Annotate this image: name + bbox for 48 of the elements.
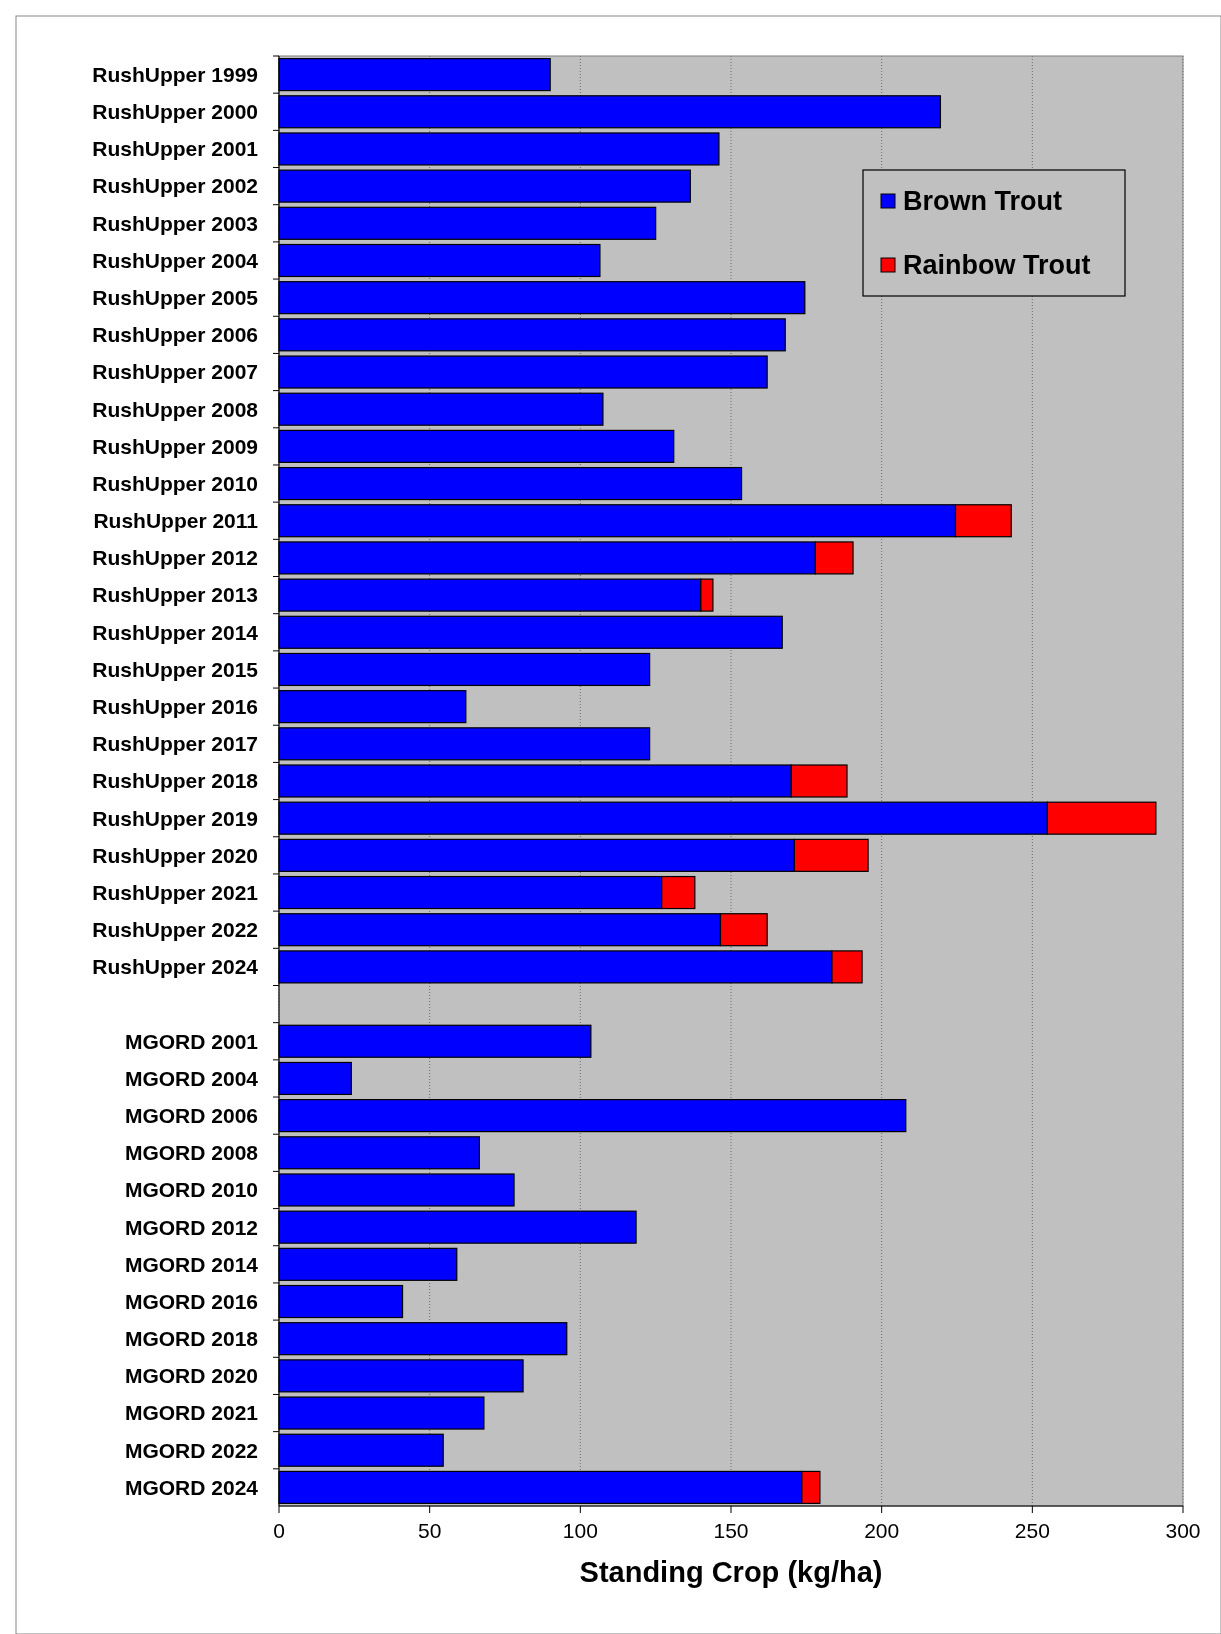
y-tick-label: RushUpper 2020 bbox=[92, 843, 258, 867]
x-tick-label: 100 bbox=[562, 1519, 598, 1542]
x-tick-label: 200 bbox=[864, 1519, 900, 1542]
y-tick-label: RushUpper 2001 bbox=[92, 137, 259, 161]
y-tick-label: RushUpper 2016 bbox=[92, 694, 258, 718]
legend-label: Rainbow Trout bbox=[903, 250, 1091, 281]
y-tick-label: RushUpper 2024 bbox=[92, 955, 259, 979]
y-tick-label: MGORD 2020 bbox=[124, 1364, 258, 1388]
y-tick-label: RushUpper 2002 bbox=[92, 174, 258, 198]
y-tick-label: MGORD 2021 bbox=[124, 1401, 259, 1425]
y-tick-label: MGORD 2001 bbox=[124, 1029, 259, 1053]
x-tick-label: 150 bbox=[713, 1519, 749, 1542]
y-tick-label: RushUpper 2017 bbox=[92, 732, 258, 756]
y-tick-label: RushUpper 2012 bbox=[92, 546, 258, 570]
y-tick-label: RushUpper 2005 bbox=[92, 286, 259, 310]
y-tick-label: MGORD 2010 bbox=[124, 1178, 258, 1202]
x-tick-label: 50 bbox=[417, 1519, 442, 1542]
y-tick-label: RushUpper 2010 bbox=[92, 471, 258, 495]
y-tick-label: RushUpper 1999 bbox=[92, 62, 258, 86]
y-tick-label: MGORD 2024 bbox=[124, 1475, 259, 1499]
y-tick-label: MGORD 2006 bbox=[124, 1103, 258, 1127]
y-tick-label: RushUpper 2008 bbox=[92, 397, 259, 421]
y-tick-label: MGORD 2016 bbox=[124, 1289, 258, 1313]
y-tick-label: MGORD 2014 bbox=[124, 1252, 259, 1276]
x-axis-title: Standing Crop (kg/ha) bbox=[579, 1556, 883, 1588]
y-tick-label: RushUpper 2021 bbox=[92, 880, 259, 904]
y-tick-label: RushUpper 2003 bbox=[92, 211, 258, 235]
y-tick-label: RushUpper 2011 bbox=[93, 509, 259, 533]
legend-label: Brown Trout bbox=[903, 186, 1062, 217]
y-tick-label: RushUpper 2007 bbox=[92, 360, 258, 384]
y-tick-label: RushUpper 2022 bbox=[92, 918, 258, 942]
y-tick-label: RushUpper 2015 bbox=[92, 657, 259, 681]
y-tick-label: MGORD 2012 bbox=[124, 1215, 258, 1239]
y-tick-label: RushUpper 2013 bbox=[92, 583, 258, 607]
x-tick-label: 250 bbox=[1014, 1519, 1050, 1542]
y-tick-label: MGORD 2008 bbox=[124, 1141, 259, 1165]
y-tick-label: RushUpper 2009 bbox=[92, 434, 258, 458]
y-tick-label: RushUpper 2004 bbox=[92, 248, 259, 272]
y-tick-label: RushUpper 2000 bbox=[92, 100, 258, 124]
y-tick-label: MGORD 2018 bbox=[124, 1327, 259, 1351]
y-tick-label: RushUpper 2019 bbox=[92, 806, 258, 830]
y-tick-label: MGORD 2022 bbox=[124, 1438, 258, 1462]
x-tick-label: 300 bbox=[1165, 1519, 1201, 1542]
y-tick-label: RushUpper 2018 bbox=[92, 769, 259, 793]
x-tick-label: 0 bbox=[273, 1519, 285, 1542]
y-tick-label: MGORD 2004 bbox=[124, 1066, 259, 1090]
y-tick-label: RushUpper 2006 bbox=[92, 323, 258, 347]
y-tick-label: RushUpper 2014 bbox=[92, 620, 259, 644]
